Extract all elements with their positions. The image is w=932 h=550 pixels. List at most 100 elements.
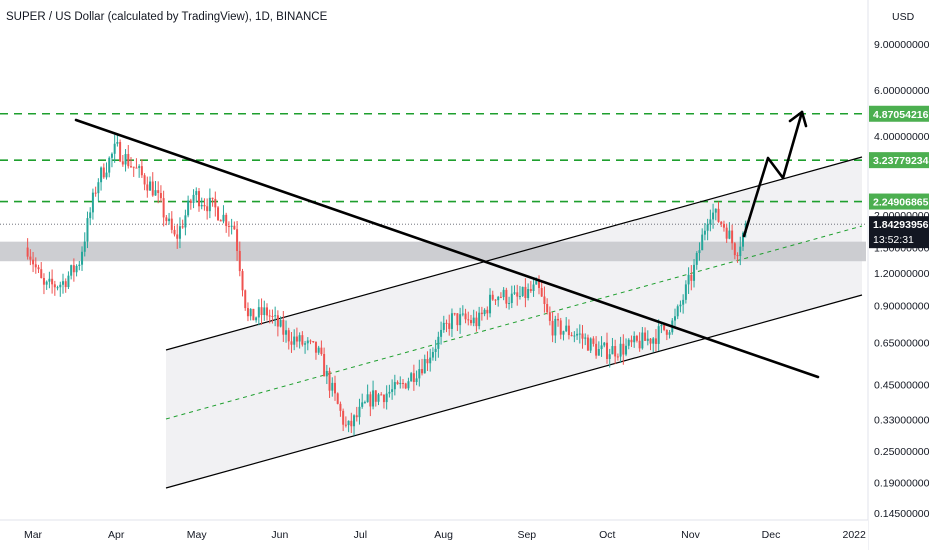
level-tag-bg [869,105,929,122]
candle-body [154,190,157,196]
candle-body [415,378,418,382]
price-tick-label: 6.00000000 [874,85,930,97]
candle-body [40,269,43,279]
candle-body [554,318,557,336]
candle-body [227,225,230,227]
candle-body [53,284,56,288]
candle-body [339,403,342,411]
candle-body [252,308,255,321]
candle-body [540,287,543,297]
candle-body [499,296,502,298]
channel-bottom-line [165,294,863,489]
candle-body [527,289,530,298]
candle-body [236,229,239,251]
channel-mid-line [165,225,863,420]
candle-body [619,343,622,357]
candle-body [265,307,268,316]
candle-body [217,207,220,221]
candle-body [257,307,260,318]
price-tick-label: 0.90000000 [874,301,930,313]
candle-body [355,415,358,418]
candle-body [249,308,252,317]
candle-body [576,333,579,336]
candle-body [347,420,350,426]
candle-body [404,383,407,389]
candle-body [483,309,486,315]
candle-body [625,345,628,355]
candle-body [611,346,614,355]
candle-body [388,391,391,394]
candle-body [192,194,195,203]
candle-body [353,415,356,427]
candle-body [478,312,481,327]
candle-body [189,200,192,203]
candle-body [393,382,396,390]
level-tag-bg [869,152,929,169]
candle-body [380,394,383,396]
candle-body [320,347,323,355]
candle-body [328,370,331,391]
price-axis-pane [868,0,932,550]
candle-body [570,335,573,337]
candle-body [372,390,375,407]
candle-body [222,214,225,222]
candle-body [363,402,366,404]
candle-body [695,253,698,265]
candle-body [170,218,173,230]
projection-arrow [742,110,804,238]
candle-body [97,182,100,194]
candle-body [110,153,113,158]
candle-body [377,394,380,402]
candle-body [26,247,29,257]
price-tick-label: 4.00000000 [874,131,930,143]
candle-body [396,382,399,385]
candle-body [67,275,70,288]
candle-body [725,227,728,239]
candle-body [173,229,176,235]
candle-body [211,197,214,199]
candle-body [285,330,288,335]
candle-body [312,341,315,343]
candle-body [197,191,200,207]
time-tick-label: 2022 [843,529,867,541]
candle-body [418,369,421,379]
candle-body [230,225,233,227]
candle-body [78,264,81,266]
candle-body [491,294,494,300]
candle-body [64,281,67,288]
candle-body [132,166,135,168]
candle-body [616,356,619,358]
candle-body [608,354,611,359]
candle-body [646,338,649,341]
candle-body [497,296,500,301]
last-price-tag-bg [869,216,929,249]
candle-body [690,274,693,281]
candle-body [423,359,426,374]
candle-body [42,278,45,285]
candle-body [61,281,64,285]
candle-body [467,319,470,321]
price-tick-label: 9.00000000 [874,39,930,51]
candle-body [102,167,105,178]
candle-body [654,338,657,344]
candle-body [502,289,505,298]
candle-body [225,214,228,226]
time-tick-label: Jul [354,529,367,541]
candle-body [75,265,78,273]
candle-body [513,292,516,294]
candle-body [739,246,742,257]
time-tick-label: Mar [24,529,43,541]
candle-body [434,348,437,352]
candle-body [401,382,404,384]
candle-body [567,325,570,336]
candle-body [453,313,456,315]
candle-body [529,289,532,291]
candle-body [290,341,293,345]
candle-body [206,206,209,212]
candle-body [358,406,361,418]
candle-body [314,341,317,353]
candle-body [391,389,394,392]
candle-body [162,198,165,218]
candle-body [274,315,277,317]
